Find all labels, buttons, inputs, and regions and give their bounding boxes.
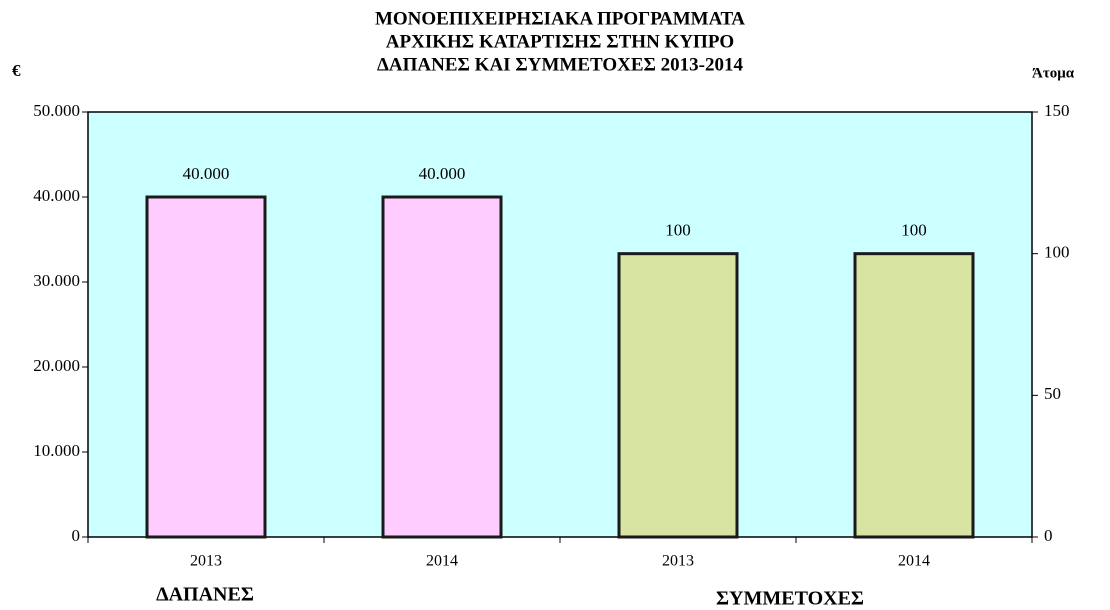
y-tick-label: 10.000	[33, 441, 80, 460]
chart-title: ΔΑΠΑΝΕΣ ΚΑΙ ΣΥΜΜΕΤΟΧΕΣ 2013-2014	[377, 54, 744, 75]
x-tick-label: 2014	[426, 553, 458, 570]
legend-label: ΔΑΠΑΝΕΣ	[156, 584, 254, 606]
x-tick-label: 2013	[662, 553, 694, 570]
y2-tick-label: 150	[1044, 101, 1070, 120]
y-tick-label: 30.000	[33, 271, 80, 290]
y-tick-label: 20.000	[33, 356, 80, 375]
data-label: 100	[901, 221, 927, 240]
y2-axis-label: Άτομα	[1032, 65, 1075, 81]
y-axis-label: €	[12, 61, 21, 80]
data-label: 40.000	[419, 164, 466, 183]
x-tick-label: 2014	[898, 553, 930, 570]
chart-title: ΑΡΧΙΚΗΣ ΚΑΤΑΡΤΙΣΗΣ ΣΤΗΝ ΚΥΠΡΟ	[386, 31, 734, 52]
y2-tick-label: 100	[1044, 243, 1070, 262]
y2-tick-label: 0	[1044, 526, 1053, 545]
data-label: 100	[665, 221, 691, 240]
data-label: 40.000	[183, 164, 230, 183]
y2-tick-label: 50	[1044, 384, 1061, 403]
bar	[853, 252, 975, 539]
y-tick-label: 40.000	[33, 186, 80, 205]
bar	[617, 252, 739, 539]
bar	[145, 195, 267, 539]
chart-title: ΜΟΝΟΕΠΙΧΕΙΡΗΣΙΑΚΑ ΠΡΟΓΡΑΜΜΑΤΑ	[375, 8, 745, 29]
y-tick-label: 0	[72, 526, 81, 545]
bar	[381, 195, 503, 539]
x-tick-label: 2013	[190, 553, 222, 570]
y-tick-label: 50.000	[33, 101, 80, 120]
legend-label: ΣΥΜΜΕΤΟΧΕΣ	[716, 588, 864, 610]
